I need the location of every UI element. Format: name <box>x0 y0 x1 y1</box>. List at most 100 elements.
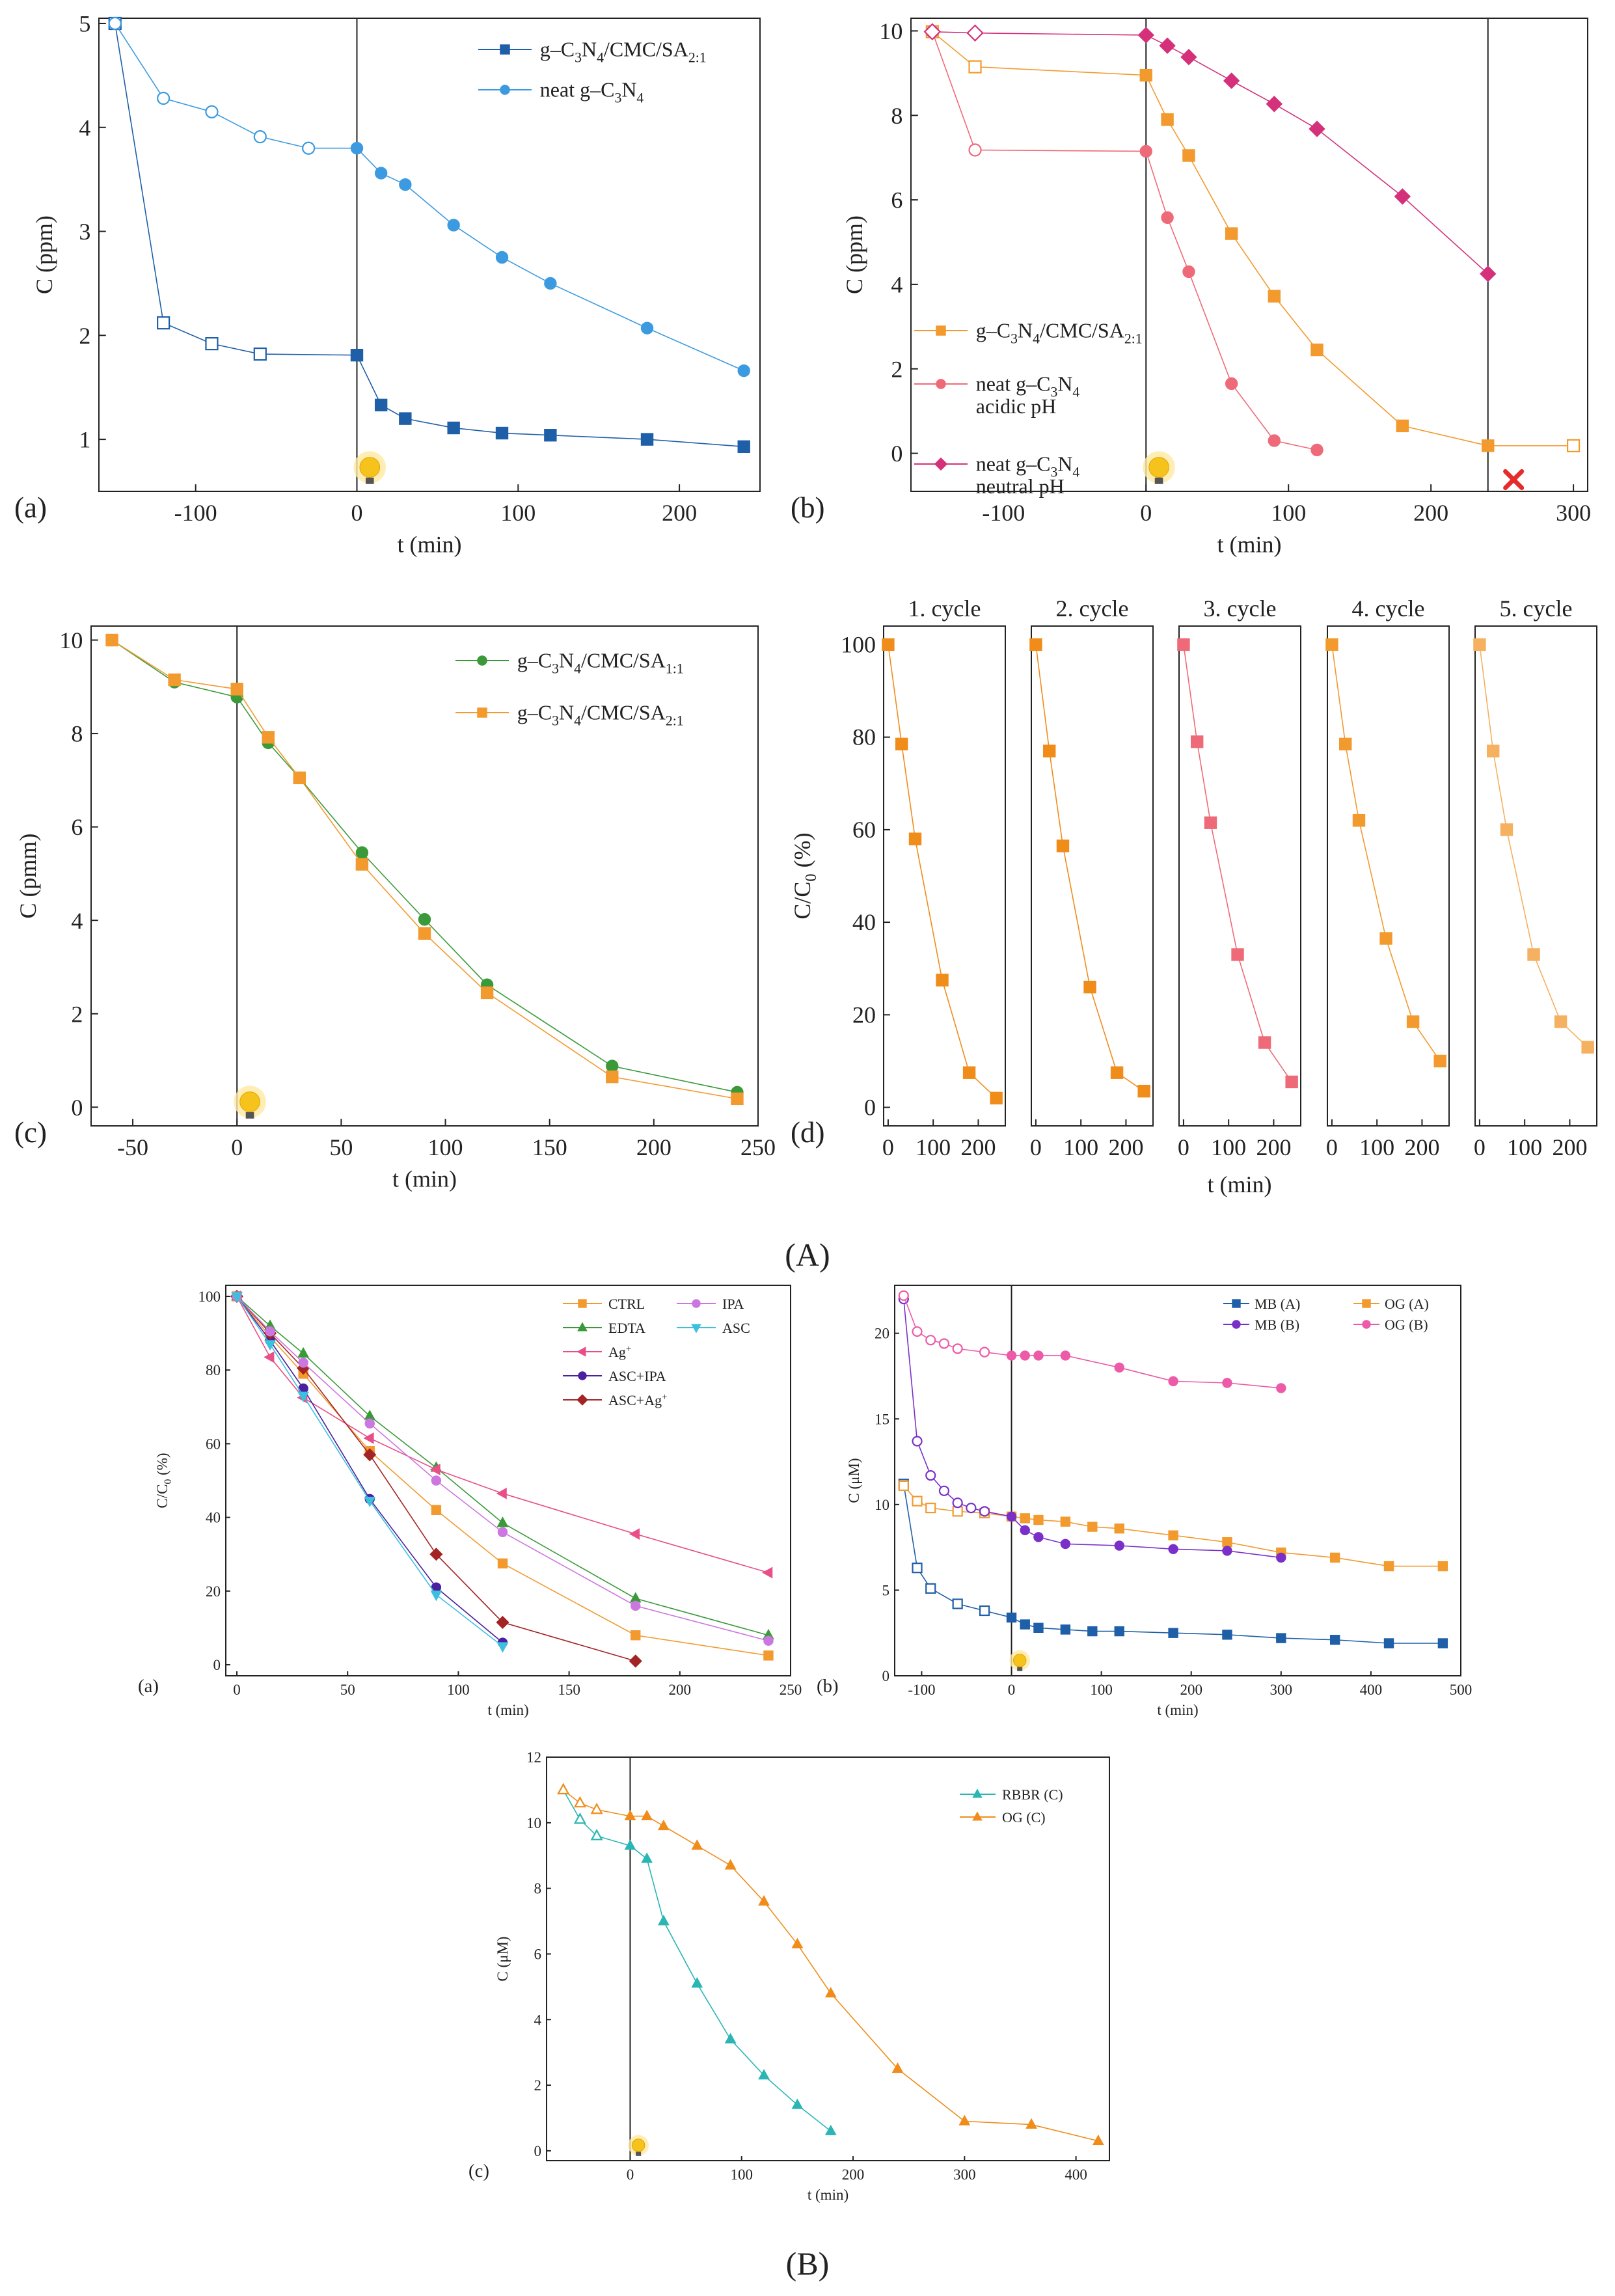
legend-marker <box>1362 1320 1371 1329</box>
data-point <box>657 1820 670 1831</box>
data-point <box>1325 638 1338 651</box>
legend-item: Ag+ <box>563 1344 631 1360</box>
data-point <box>824 1987 837 1998</box>
data-point <box>1177 638 1190 651</box>
series-line <box>236 1296 504 1643</box>
data-point <box>1268 434 1281 447</box>
y-tick-label: 1 <box>79 427 90 453</box>
x-tick-label: 0 <box>1140 500 1152 526</box>
x-tick-label: 0 <box>1008 1682 1016 1698</box>
data-point <box>205 105 219 118</box>
legend-marker <box>691 1324 701 1333</box>
data-point <box>429 1548 443 1561</box>
data-point <box>1473 638 1486 651</box>
y-tick-label: 5 <box>882 1582 889 1598</box>
y-tick-label: 2 <box>71 1001 83 1027</box>
legend-label: g–C3N4/CMC/SA1:1 <box>517 649 684 677</box>
series-line <box>563 1789 1099 2142</box>
data-point <box>447 219 460 232</box>
data-point <box>1180 49 1197 66</box>
legend-marker <box>972 1788 983 1798</box>
series-line <box>111 639 738 1093</box>
data-point <box>952 1343 963 1354</box>
series-line <box>888 644 997 1099</box>
data-point <box>480 986 494 1000</box>
legend-label: Ag+ <box>608 1344 631 1360</box>
data-point <box>431 1505 442 1515</box>
y-tick-label: 0 <box>882 1668 889 1684</box>
y-tick-label: 6 <box>891 187 903 213</box>
legend-marker <box>577 1346 586 1357</box>
cycle-subplot: 3. cycle 0 100 200 <box>1177 595 1301 1160</box>
legend-item: g–C3N4/CMC/SA2:1 <box>455 701 684 729</box>
series-line <box>115 23 744 372</box>
legend-text-part: 4 <box>1072 465 1079 480</box>
data-point <box>979 1346 990 1358</box>
legend-label-line2: acidic pH <box>976 394 1057 418</box>
data-point <box>1310 343 1323 357</box>
data-point <box>938 1485 950 1496</box>
data-point <box>447 421 460 435</box>
x-axis-title: t (min) <box>487 1702 528 1718</box>
x-tick-label: 100 <box>731 2166 753 2183</box>
data-point <box>1060 1516 1071 1527</box>
y-tick-label: 20 <box>206 1583 221 1600</box>
data-point <box>990 1091 1003 1105</box>
y-tick-label: 80 <box>852 724 876 750</box>
data-point <box>1222 1537 1232 1548</box>
data-point <box>1379 932 1392 945</box>
y-tick-label: 8 <box>891 103 903 129</box>
legend-item: MB (A) <box>1223 1296 1300 1312</box>
data-point <box>364 1418 375 1428</box>
data-point <box>1020 1619 1030 1630</box>
y-tick-label: 4 <box>71 908 83 934</box>
data-point <box>898 1290 909 1301</box>
y-tick-label: 20 <box>852 1002 876 1028</box>
data-point <box>363 1432 374 1444</box>
data-point <box>737 440 750 453</box>
legend-marker <box>477 655 487 666</box>
panel-label: (d) <box>791 1116 824 1149</box>
data-point <box>968 60 982 74</box>
data-point <box>824 2124 837 2135</box>
data-point <box>497 1527 508 1537</box>
data-point <box>1114 1626 1124 1637</box>
data-point <box>1033 1532 1044 1542</box>
legend-text-part: g–C <box>517 649 552 672</box>
data-point <box>891 2062 904 2073</box>
lamp-bulb <box>239 1091 260 1112</box>
legend-item: ASC+IPA <box>563 1368 666 1384</box>
series-line <box>111 639 738 1100</box>
x-tick-label: 0 <box>627 2166 634 2183</box>
data-point <box>253 130 267 144</box>
x-tick-label: 50 <box>340 1682 355 1698</box>
data-point <box>363 1448 377 1462</box>
data-point <box>629 1528 640 1540</box>
legend-label: neat g–C3N4 <box>976 452 1080 480</box>
data-point <box>1310 443 1323 457</box>
panel-label: (b) <box>791 491 824 524</box>
data-point <box>640 433 654 446</box>
data-point <box>629 1592 642 1603</box>
x-tick-label: 100 <box>1090 1682 1113 1698</box>
data-point <box>898 1480 909 1491</box>
legend-marker <box>692 1299 701 1308</box>
data-point <box>1222 1546 1232 1556</box>
data-point <box>791 2098 804 2109</box>
legend-text-part: 4 <box>597 50 604 66</box>
legend-text-part: N <box>559 701 574 724</box>
x-tick-label: 200 <box>1256 1134 1291 1160</box>
data-point <box>925 1335 936 1346</box>
x-tick-label: 0 <box>351 500 362 526</box>
legend-text-part: N <box>1057 452 1072 476</box>
data-point <box>1020 1513 1030 1524</box>
data-point <box>1554 1015 1568 1028</box>
y-tick-label: 2 <box>891 356 903 382</box>
data-point <box>966 24 984 42</box>
data-point <box>1222 1378 1232 1388</box>
y-tick-label: 60 <box>206 1436 221 1452</box>
data-point <box>912 1563 923 1574</box>
data-point <box>157 316 170 330</box>
y-tick-label: 40 <box>206 1510 221 1526</box>
